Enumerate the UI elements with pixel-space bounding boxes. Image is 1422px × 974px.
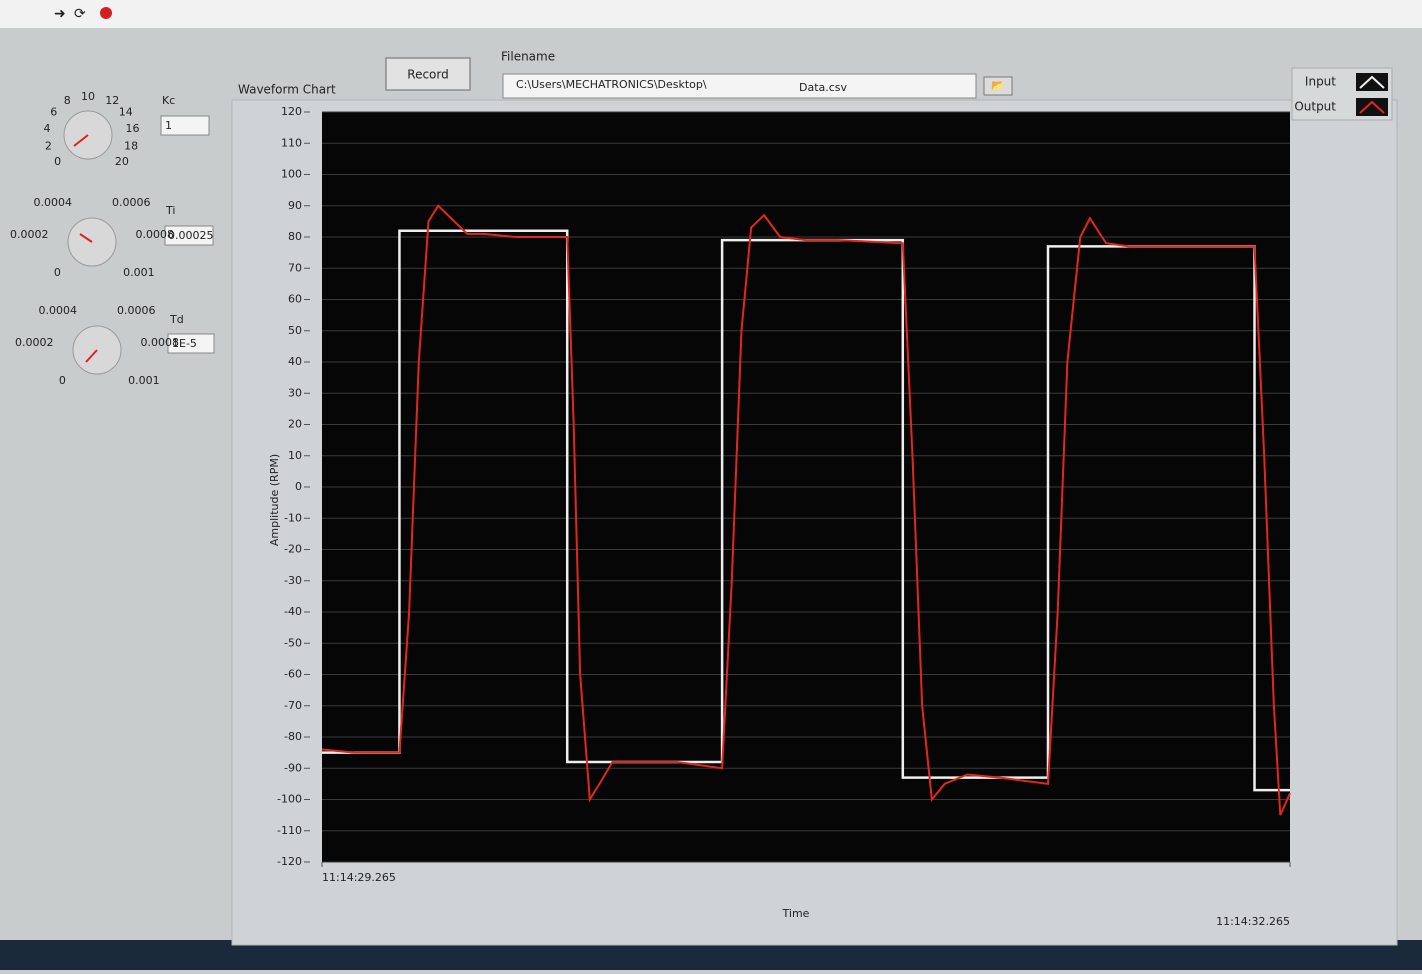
y-tick-label: 20 [288, 418, 302, 431]
y-tick-label: 30 [288, 386, 302, 399]
knob-scale-label: 16 [126, 122, 140, 135]
legend-label: Output [1294, 100, 1336, 114]
record-button[interactable] [385, 57, 471, 91]
chart-title: Waveform Chart [238, 83, 336, 97]
filename-path: C:\Users\MECHATRONICS\Desktop\ [516, 78, 707, 91]
knob-scale-label: 6 [50, 106, 57, 119]
kc-input[interactable] [160, 115, 210, 136]
knob-scale-label: 0.0002 [15, 336, 54, 349]
y-tick-label: 10 [288, 449, 302, 462]
run-icon[interactable]: ➜ [54, 6, 66, 22]
legend-swatch-bg [1356, 73, 1388, 91]
record-button-label: Record [407, 68, 448, 82]
y-tick-label: -20 [284, 543, 302, 556]
x-tick-label: 11:14:29.265 [322, 871, 396, 884]
knob-scale-label: 0 [59, 374, 66, 387]
y-tick-label: 0 [295, 480, 302, 493]
browse-button[interactable] [983, 76, 1013, 96]
y-tick-label: -60 [284, 668, 302, 681]
ti-value: 0.00025 [168, 229, 214, 242]
y-tick-label: 70 [288, 261, 302, 274]
y-tick-label: -10 [284, 511, 302, 524]
knob-scale-label: 0.001 [128, 374, 160, 387]
ti-knob[interactable] [67, 217, 117, 267]
y-tick-label: -30 [284, 574, 302, 587]
y-tick-label: 110 [281, 136, 302, 149]
y-tick-label: 50 [288, 324, 302, 337]
knob-scale-label: 8 [64, 94, 71, 107]
y-tick-label: 120 [281, 105, 302, 118]
run-continuous-icon[interactable]: ⟳ [74, 6, 86, 22]
knob-scale-label: 0.0006 [112, 196, 151, 209]
legend-label: Input [1305, 75, 1336, 89]
kc-label: Kc [162, 94, 175, 107]
legend-swatch [1359, 75, 1385, 89]
knob-scale-label: 0 [54, 155, 61, 168]
y-tick-label: 100 [281, 168, 302, 181]
y-axis-label: Amplitude (RPM) [268, 454, 281, 546]
knob-scale-label: 0.0008 [135, 228, 174, 241]
legend-swatch-bg [1356, 98, 1388, 116]
y-tick-label: 90 [288, 199, 302, 212]
knob-scale-label: 0 [54, 266, 61, 279]
knob-scale-label: 0.0004 [34, 196, 73, 209]
y-tick-label: -90 [284, 761, 302, 774]
y-tick-label: -100 [277, 793, 302, 806]
knob-scale-label: 0.0002 [10, 228, 49, 241]
filename-file: Data.csv [799, 81, 848, 94]
y-tick-label: -50 [284, 636, 302, 649]
y-tick-label: -120 [277, 855, 302, 868]
y-tick-label: 40 [288, 355, 302, 368]
y-tick-label: -80 [284, 730, 302, 743]
filename-label: Filename [501, 50, 555, 64]
td-input[interactable] [167, 333, 215, 354]
knob-scale-label: 18 [124, 140, 138, 153]
knob-scale-label: 20 [115, 155, 129, 168]
knob-pointer [73, 134, 89, 147]
knob-scale-label: 14 [119, 106, 133, 119]
abort-icon[interactable] [100, 7, 112, 19]
toolbar [0, 0, 1422, 28]
kc-value: 1 [165, 119, 172, 132]
knob-pointer [85, 349, 98, 363]
knob-scale-label: 4 [43, 122, 50, 135]
knob-scale-label: 2 [45, 140, 52, 153]
knob-scale-label: 0.001 [123, 266, 155, 279]
knob-scale-label: 10 [81, 90, 95, 103]
knob-scale-label: 0.0004 [39, 304, 78, 317]
td-label: Td [169, 313, 184, 326]
ti-label: Ti [165, 204, 175, 217]
x-axis-label: Time [782, 907, 810, 920]
x-tick-label: 11:14:32.265 [1216, 915, 1290, 928]
y-tick-label: 80 [288, 230, 302, 243]
knob-scale-label: 0.0006 [117, 304, 156, 317]
td-knob[interactable] [72, 325, 122, 375]
filename-input[interactable] [502, 73, 977, 99]
td-value: 1E-5 [172, 337, 197, 350]
knob-scale-label: 12 [105, 94, 119, 107]
y-tick-label: 60 [288, 293, 302, 306]
kc-knob[interactable] [63, 110, 113, 160]
ti-input[interactable] [164, 225, 214, 246]
y-tick-label: -110 [277, 824, 302, 837]
browse-icon: 📂 [991, 79, 1005, 92]
series-line [321, 204, 1291, 816]
legend-swatch [1359, 100, 1385, 114]
y-tick-label: -40 [284, 605, 302, 618]
y-tick-label: -70 [284, 699, 302, 712]
knob-pointer [79, 233, 93, 243]
knob-scale-label: 0.0008 [140, 336, 179, 349]
